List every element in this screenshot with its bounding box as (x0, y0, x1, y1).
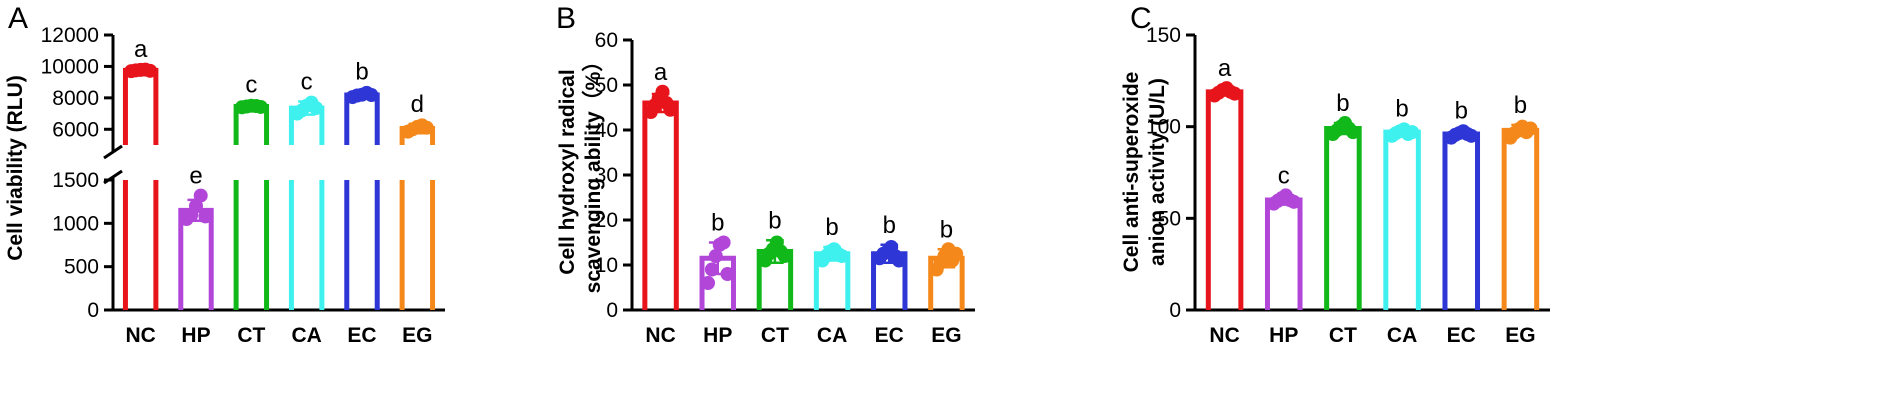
y-tick-label: 30 (595, 164, 618, 187)
y-tick-label: 60 (595, 29, 618, 52)
x-tick-label: HP (181, 324, 210, 347)
data-point (1346, 125, 1361, 140)
y-tick-label: 40 (595, 119, 618, 142)
x-tick-label: CA (1387, 324, 1417, 347)
bar (1442, 131, 1481, 310)
panel-letter: C (1130, 2, 1152, 35)
significance-label: b (711, 210, 724, 237)
y-tick-label: 50 (595, 74, 618, 97)
y-tick-label: 100 (1146, 116, 1181, 139)
y-tick-label: 150 (1146, 24, 1181, 47)
axis-break-mark (103, 144, 123, 160)
x-tick-label: EC (875, 324, 904, 347)
y-tick-label: 12000 (41, 24, 99, 47)
significance-label: b (1514, 92, 1527, 119)
x-tick-label: EG (931, 324, 961, 347)
panel-letter: A (8, 2, 28, 35)
significance-label: b (355, 59, 368, 86)
data-point (364, 88, 379, 103)
data-point (834, 249, 849, 263)
bar (1264, 197, 1303, 310)
y-axis-label: Cell anti-superoxide (1120, 72, 1143, 273)
x-tick-label: CT (237, 324, 265, 347)
significance-label: c (245, 72, 257, 99)
data-point (704, 262, 719, 277)
bar (122, 67, 159, 145)
panel-letter: B (556, 2, 576, 35)
data-point (949, 246, 964, 261)
x-tick-label: CT (761, 324, 789, 347)
data-point (1286, 194, 1301, 209)
data-point (193, 188, 208, 203)
y-tick-label: 8000 (52, 87, 99, 110)
x-tick-label: EC (1447, 324, 1476, 347)
data-point (1464, 128, 1479, 143)
data-point (419, 120, 434, 135)
significance-label: b (1395, 96, 1408, 123)
bar (1205, 89, 1244, 310)
significance-label: e (189, 163, 202, 190)
y-tick-label: 0 (606, 299, 618, 322)
x-tick-label: NC (645, 324, 675, 347)
y-axis-label: Cell hydroxyl radical (556, 69, 579, 274)
significance-label: d (411, 91, 424, 118)
significance-label: b (1336, 90, 1349, 117)
data-point (716, 235, 731, 250)
y-tick-label: 10000 (41, 55, 99, 78)
data-point (309, 101, 324, 116)
x-tick-label: NC (125, 324, 155, 347)
y-axis-label: scavenging ability（%） (581, 51, 605, 294)
x-tick-label: CT (1329, 324, 1357, 347)
x-tick-label: HP (1269, 324, 1298, 347)
significance-label: c (301, 68, 313, 95)
data-point (1227, 86, 1242, 101)
y-tick-label: 10 (595, 254, 618, 277)
significance-label: a (654, 59, 668, 86)
significance-label: c (1278, 162, 1290, 189)
data-point (143, 63, 158, 78)
data-point (655, 84, 670, 99)
y-tick-label: 0 (87, 299, 99, 322)
data-point (253, 99, 268, 114)
data-point (701, 276, 716, 290)
y-tick-label: 0 (1169, 299, 1181, 322)
y-axis-label: Cell viability (RLU) (4, 75, 27, 261)
y-tick-label: 1000 (52, 212, 99, 235)
data-point (891, 253, 906, 268)
data-point (777, 249, 792, 263)
bar (642, 100, 679, 310)
data-point (198, 209, 213, 224)
y-tick-label: 500 (64, 256, 99, 279)
significance-label: b (768, 207, 781, 234)
significance-label: b (883, 212, 896, 239)
x-tick-label: NC (1209, 324, 1239, 347)
y-axis-label: anion activity (U/L) (1146, 78, 1169, 266)
bar (1383, 129, 1421, 310)
significance-label: b (940, 216, 953, 243)
x-tick-label: EG (402, 324, 432, 347)
y-tick-label: 1500 (52, 169, 99, 192)
significance-label: a (134, 36, 148, 63)
y-tick-label: 6000 (52, 118, 99, 141)
y-tick-label: 50 (1158, 207, 1181, 230)
data-point (1405, 125, 1420, 140)
significance-label: b (825, 214, 838, 241)
significance-label: b (1455, 97, 1468, 124)
x-tick-label: CA (817, 324, 847, 347)
x-tick-label: EC (347, 324, 376, 347)
bar (1501, 127, 1540, 310)
x-tick-label: HP (703, 324, 732, 347)
bar (1324, 126, 1362, 310)
data-point (720, 267, 735, 281)
data-point (708, 249, 723, 263)
y-tick-label: 20 (595, 209, 618, 232)
data-point (663, 102, 678, 117)
data-point (189, 199, 203, 213)
significance-label: a (1218, 55, 1232, 82)
data-point (1523, 121, 1538, 136)
x-tick-label: CA (291, 324, 321, 347)
x-tick-label: EG (1505, 324, 1535, 347)
